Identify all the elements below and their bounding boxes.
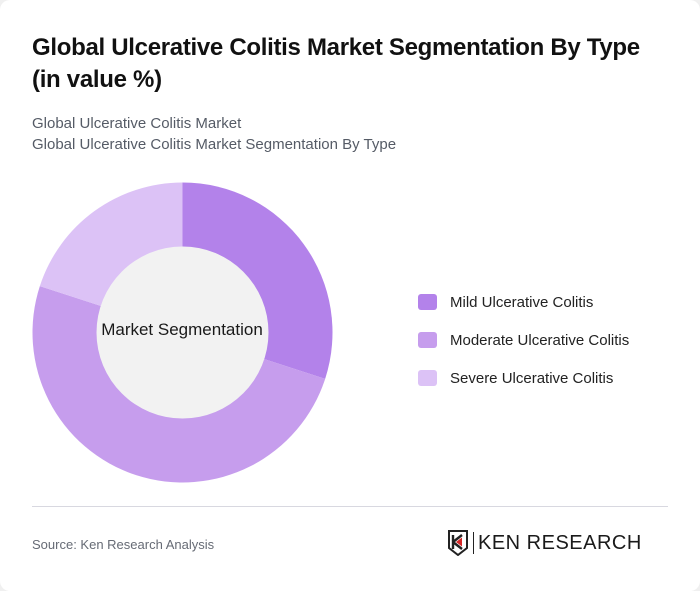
donut-chart bbox=[32, 182, 333, 483]
legend-swatch-moderate bbox=[418, 332, 437, 348]
ken-shield-icon bbox=[448, 530, 468, 556]
donut-center-label: Market Segmentation bbox=[101, 320, 263, 339]
legend-swatch-severe bbox=[418, 370, 437, 386]
chart-legend: Mild Ulcerative Colitis Moderate Ulcerat… bbox=[418, 283, 629, 397]
ken-research-logo: KEN RESEARCH bbox=[447, 530, 642, 556]
legend-item-mild[interactable]: Mild Ulcerative Colitis bbox=[418, 283, 629, 321]
subtitle-segmentation: Global Ulcerative Colitis Market Segment… bbox=[32, 136, 397, 153]
legend-item-severe[interactable]: Severe Ulcerative Colitis bbox=[418, 359, 629, 397]
chart-title: Global Ulcerative Colitis Market Segment… bbox=[32, 34, 640, 93]
legend-label: Mild Ulcerative Colitis bbox=[450, 293, 594, 311]
legend-swatch-mild bbox=[418, 294, 437, 310]
logo-text: KEN RESEARCH bbox=[478, 531, 642, 554]
source-note: Source: Ken Research Analysis bbox=[32, 537, 215, 552]
subtitle-market: Global Ulcerative Colitis Market bbox=[32, 115, 242, 132]
legend-label: Moderate Ulcerative Colitis bbox=[450, 331, 630, 349]
footer-divider bbox=[32, 506, 668, 507]
donut-hole bbox=[96, 246, 269, 419]
legend-item-moderate[interactable]: Moderate Ulcerative Colitis bbox=[418, 321, 629, 359]
chart-subtitle: Global Ulcerative Colitis Market Global … bbox=[32, 113, 396, 155]
legend-label: Severe Ulcerative Colitis bbox=[450, 369, 614, 387]
logo-divider bbox=[473, 532, 474, 554]
